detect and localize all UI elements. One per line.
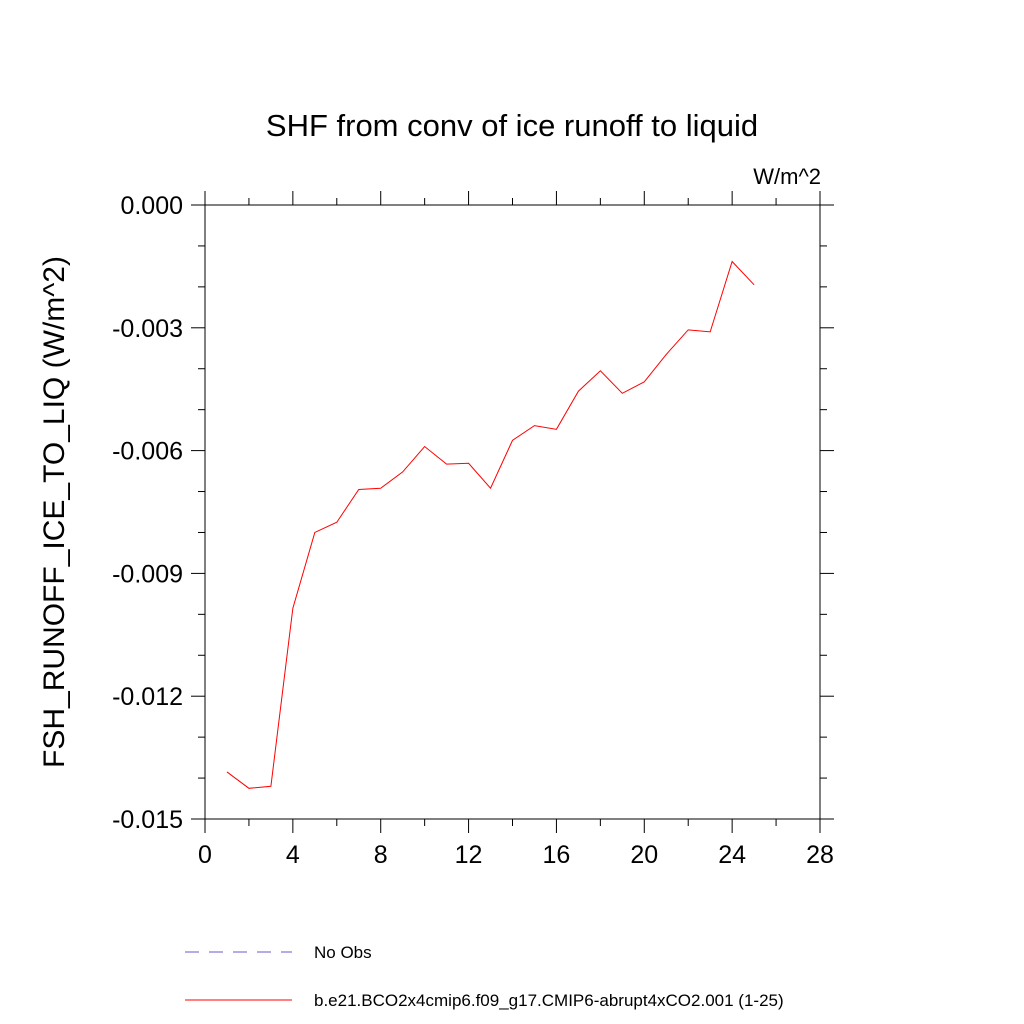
y-tick-label: 0.000 [120,192,183,220]
x-tick-label: 0 [198,841,212,869]
y-axis-label: FSH_RUNOFF_ICE_TO_LIQ (W/m^2) [38,256,71,768]
x-tick-label: 4 [286,841,300,869]
axis-tick-labels: 0 4 8 12 16 20 24 28 0.000 -0.003 -0.006 -0.009 -0.0… [112,192,834,869]
x-tick-label: 12 [455,841,483,869]
x-tick-label: 20 [630,841,658,869]
x-tick-label: 16 [543,841,571,869]
y-tick-label: -0.006 [112,438,183,466]
y-tick-label: -0.009 [112,560,183,588]
series-line [226,260,755,789]
y-tick-label: -0.003 [112,315,183,343]
axis-ticks [191,191,834,833]
legend-label: b.e21.BCO2x4cmip6.f09_g17.CMIP6-abrupt4x… [314,991,784,1010]
y-tick-label: -0.012 [112,683,183,711]
legend-label: No Obs [314,943,372,962]
x-tick-label: 24 [718,841,746,869]
chart-title: SHF from conv of ice runoff to liquid [266,108,758,143]
x-tick-label: 8 [374,841,388,869]
legend: No Obs b.e21.BCO2x4cmip6.f09_g17.CMIP6-ab… [185,943,784,1010]
units-label: W/m^2 [753,164,821,189]
series-layer [226,260,755,789]
y-tick-label: -0.015 [112,806,183,834]
x-tick-label: 28 [806,841,834,869]
plot-frame [204,204,821,820]
